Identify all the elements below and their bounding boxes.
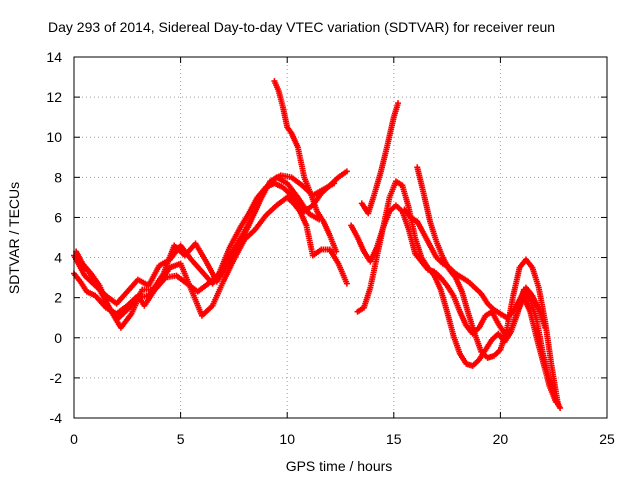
y-tick-label: 0 [54, 330, 62, 346]
data-point [395, 100, 402, 107]
data-point [343, 280, 350, 287]
y-tick-label: -2 [50, 370, 63, 386]
y-tick-label: 2 [54, 290, 62, 306]
x-tick-label: 20 [493, 431, 509, 447]
x-tick-label: 0 [70, 431, 78, 447]
data-point [557, 404, 564, 411]
y-tick-label: 6 [54, 209, 62, 225]
x-tick-label: 10 [279, 431, 295, 447]
y-tick-label: -4 [50, 410, 63, 426]
plot-frame [73, 56, 608, 419]
x-tick-label: 5 [177, 431, 185, 447]
data-point [343, 168, 350, 175]
chart-title: Day 293 of 2014, Sidereal Day-to-day VTE… [48, 19, 555, 35]
x-axis-label: GPS time / hours [286, 458, 393, 474]
y-tick-label: 12 [46, 89, 62, 105]
grid [74, 57, 607, 418]
data-points [71, 78, 564, 411]
y-axis-label: SDTVAR / TECUs [6, 182, 22, 294]
x-tick-label: 25 [599, 431, 615, 447]
data-point [542, 324, 549, 331]
data-point [331, 180, 338, 187]
y-tick-label: 10 [46, 129, 62, 145]
tick-labels: 0 5 10 15 20 25 -4 -2 0 2 4 6 8 10 12 14 [46, 49, 615, 447]
ticks [73, 56, 608, 419]
y-tick-label: 8 [54, 169, 62, 185]
y-tick-label: 4 [54, 250, 62, 266]
y-tick-label: 14 [46, 49, 62, 65]
x-tick-label: 15 [386, 431, 402, 447]
data-point [333, 248, 340, 255]
data-point [554, 400, 561, 407]
